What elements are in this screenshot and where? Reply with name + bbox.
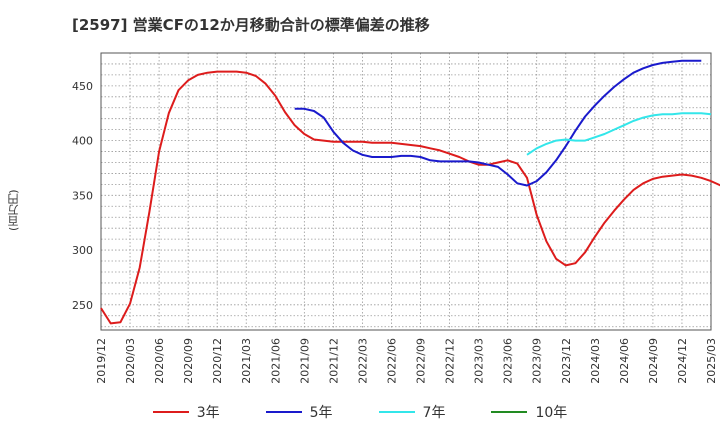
- legend-swatch: [378, 411, 415, 413]
- y-tick-label: 350: [72, 189, 93, 202]
- x-tick-label: 2020/09: [182, 338, 195, 384]
- legend-label: 3年: [196, 405, 220, 421]
- legend-label: 5年: [309, 405, 333, 421]
- grid-lines: [101, 53, 711, 330]
- legend: 3年 5年 7年 10年: [0, 402, 720, 422]
- x-tick-label: 2022/09: [415, 338, 428, 384]
- chart-title: [2597] 営業CFの12か月移動合計の標準偏差の推移: [72, 16, 430, 34]
- y-tick-label: 400: [72, 135, 93, 148]
- x-tick-label: 2021/12: [327, 338, 340, 384]
- legend-label: 10年: [535, 405, 568, 421]
- x-tick-label: 2021/03: [240, 338, 253, 384]
- x-tick-label: 2025/03: [705, 338, 718, 384]
- y-tick-label: 450: [72, 80, 93, 93]
- x-tick-label: 2023/03: [473, 338, 486, 384]
- x-tick-label: 2021/09: [298, 338, 311, 384]
- x-tick-label: 2022/12: [444, 338, 457, 384]
- x-tick-label: 2020/03: [124, 338, 137, 384]
- legend-swatch: [152, 411, 189, 413]
- series-line-3年: [100, 70, 720, 325]
- legend-swatch: [265, 411, 302, 413]
- x-tick-label: 2024/09: [647, 338, 660, 384]
- x-tick-label: 2023/06: [502, 338, 515, 384]
- legend-swatch: [491, 411, 528, 413]
- x-tick-label: 2020/06: [153, 338, 166, 384]
- series-line-7年: [526, 112, 712, 156]
- x-tick-labels: 2019/12 2020/03 2020/06 2020/09 2020/12 2021/…: [95, 338, 718, 384]
- x-tick-label: 2019/12: [95, 338, 108, 384]
- legend-item: 5年: [265, 402, 333, 422]
- x-tick-label: 2021/06: [269, 338, 282, 384]
- series-line-5年: [294, 59, 702, 187]
- legend-item: 10年: [491, 402, 567, 422]
- x-tick-label: 2023/09: [531, 338, 544, 384]
- y-tick-label: 250: [72, 299, 93, 312]
- legend-item: 7年: [378, 402, 446, 422]
- legend-label: 7年: [422, 405, 446, 421]
- x-tick-label: 2022/03: [356, 338, 369, 384]
- x-tick-label: 2024/06: [618, 338, 631, 384]
- x-tick-label: 2023/12: [560, 338, 573, 384]
- x-tick-label: 2024/12: [676, 338, 689, 384]
- y-tick-label: 300: [72, 244, 93, 257]
- plot-frame: [100, 52, 712, 331]
- x-tick-label: 2024/03: [589, 338, 602, 384]
- x-tick-label: 2022/06: [385, 338, 398, 384]
- x-tick-label: 2020/12: [211, 338, 224, 384]
- y-tick-labels: 250 300 350 400 450: [72, 80, 93, 312]
- series-lines: [100, 59, 720, 325]
- legend-item: 3年: [152, 402, 220, 422]
